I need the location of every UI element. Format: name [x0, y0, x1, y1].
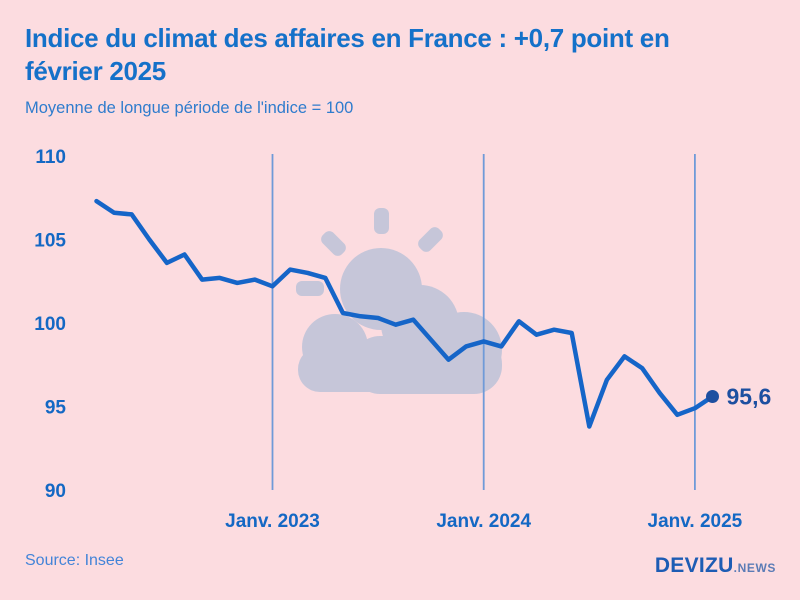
y-axis-label: 105	[34, 231, 66, 252]
source-credit: Source: Insee	[25, 552, 124, 569]
x-axis-label: Janv. 2024	[436, 511, 531, 532]
x-axis-label: Janv. 2025	[648, 511, 743, 532]
index-line	[94, 198, 715, 429]
y-axis-label: 90	[45, 481, 66, 502]
x-axis-label: Janv. 2023	[225, 511, 320, 532]
chart-header: Indice du climat des affaires en France …	[25, 22, 785, 118]
brand-name: DEVIZU	[654, 554, 734, 577]
chart-subtitle: Moyenne de longue période de l'indice = …	[25, 98, 354, 117]
y-axis-label: 110	[35, 147, 66, 168]
brand-suffix: .NEWS	[733, 561, 776, 575]
end-value-label: 95,6	[727, 383, 772, 409]
devizu-logo: DEVIZU .NEWS	[655, 554, 776, 578]
sun-behind-cloud-icon	[296, 208, 502, 394]
end-point-dot	[706, 389, 719, 403]
y-axis-label: 100	[34, 314, 66, 335]
y-axis-label: 95	[45, 398, 67, 419]
chart-title: Indice du climat des affaires en France …	[25, 23, 670, 87]
